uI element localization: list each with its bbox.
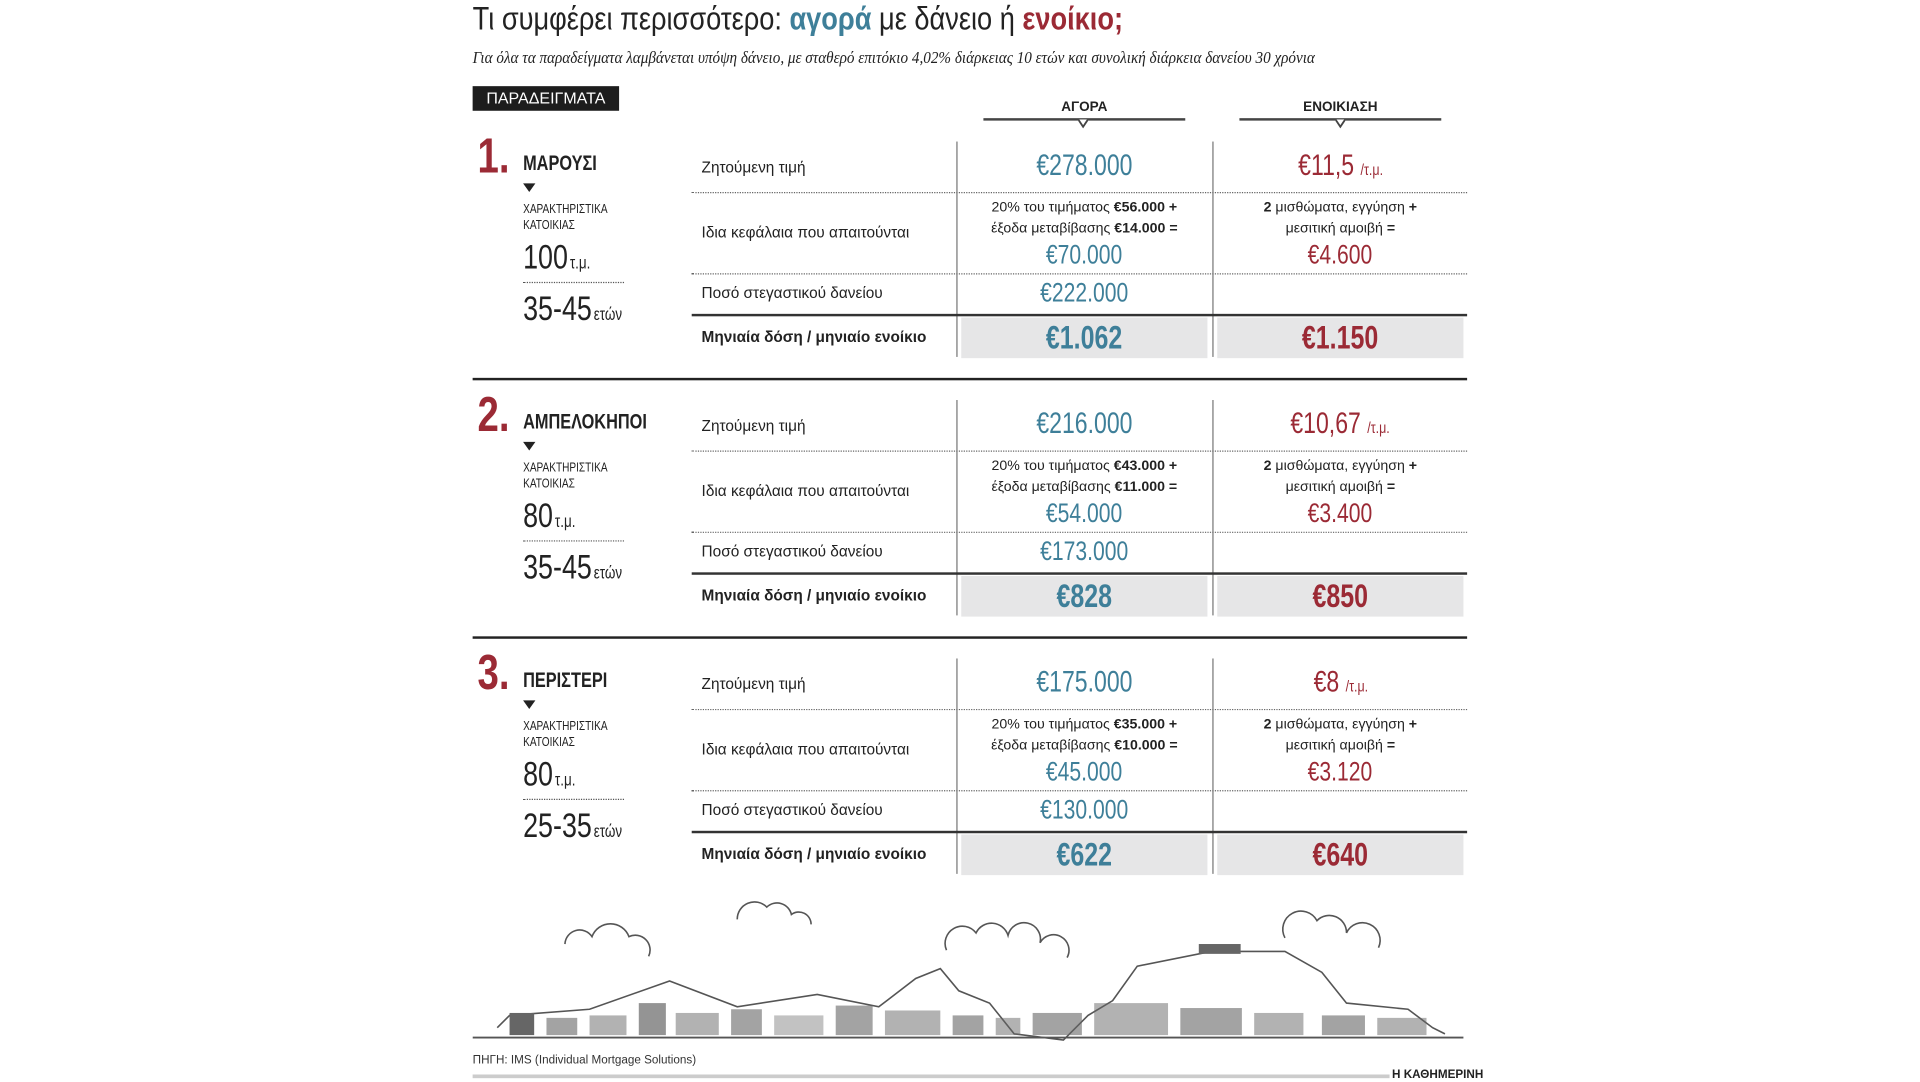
row-divider	[691, 273, 1468, 275]
section-separator	[472, 377, 1468, 381]
rent-equity-breakdown: 2 μισθώματα, εγγύηση + μεσιτική αμοιβή =	[1263, 717, 1418, 754]
buildings	[509, 944, 1427, 1036]
row-label-monthly: Μηνιαία δόση / μηνιαίο ενοίκιο	[701, 328, 927, 346]
rent-equity-breakdown: 2 μισθώματα, εγγύηση + μεσιτική αμοιβή =	[1263, 200, 1418, 237]
column-divider	[1212, 400, 1214, 616]
buy-equity-breakdown: 20% του τιμήματος €56.000 + έξοδα μεταβί…	[991, 200, 1178, 237]
example-section: 3. ΠΕΡΙΣΤΕΡΙ ΧΑΡΑΚΤΗΡΙΣΤΙΚΑ ΚΑΤΟΙΚΙΑΣ 80 τ…	[0, 646, 1920, 904]
row-divider-solid	[691, 830, 1468, 834]
area-name: ΜΑΡΟΥΣΙ	[523, 151, 597, 175]
row-label-price: Ζητούμενη τιμή	[701, 675, 806, 693]
rent-monthly-payment: €850	[1217, 576, 1464, 617]
examples-badge: ΠΑΡΑΔΕΙΓΜΑΤΑ	[472, 86, 620, 111]
buy-monthly-payment: €1.062	[961, 317, 1208, 359]
column-line-buy	[983, 118, 1186, 121]
divider	[523, 798, 625, 801]
notch-icon	[1078, 119, 1089, 129]
loan-amount: €173.000	[1040, 535, 1129, 567]
building-age: 35-45 ετών	[523, 289, 623, 328]
section-separator	[472, 636, 1468, 639]
example-number: 2.	[477, 387, 510, 442]
area-name: ΠΕΡΙΣΤΕΡΙ	[523, 668, 608, 692]
rent-equity-breakdown: 2 μισθώματα, εγγύηση + μεσιτική αμοιβή =	[1263, 459, 1418, 495]
rent-price: €11,5 /τ.μ.	[1297, 148, 1383, 183]
characteristics-label: ΧΑΡΑΚΤΗΡΙΣΤΙΚΑ ΚΑΤΟΙΚΙΑΣ	[523, 201, 608, 233]
area-name: ΑΜΠΕΛΟΚΗΠΟΙ	[523, 409, 647, 434]
row-label-price: Ζητούμενη τιμή	[701, 417, 806, 435]
column-divider	[1212, 141, 1214, 357]
example-number: 1.	[477, 129, 510, 184]
buy-price: €278.000	[1036, 148, 1133, 183]
row-label-loan: Ποσό στεγαστικού δανείου	[701, 284, 883, 302]
buy-equity-total: €54.000	[1046, 497, 1123, 529]
triangle-down-icon	[523, 700, 536, 709]
row-label-equity: Ιδια κεφάλαια που απαιτούνται	[701, 224, 910, 242]
loan-amount: €222.000	[1040, 276, 1129, 308]
row-label-loan: Ποσό στεγαστικού δανείου	[701, 801, 883, 819]
column-header-rent: ΕΝΟΙΚΙΑΣΗ	[1303, 99, 1378, 115]
column-line-rent	[1239, 118, 1442, 121]
example-number: 3.	[477, 646, 510, 701]
building-age: 25-35 ετών	[523, 806, 623, 845]
size-sqm: 100 τ.μ.	[523, 237, 591, 276]
size-sqm: 80 τ.μ.	[523, 496, 576, 535]
building-age: 35-45 ετών	[523, 547, 623, 586]
row-divider	[691, 708, 1468, 711]
row-divider	[691, 531, 1468, 533]
buy-price: €175.000	[1036, 665, 1133, 700]
row-divider	[691, 790, 1468, 792]
column-divider	[956, 400, 958, 616]
subtitle: Για όλα τα παραδείγματα λαμβάνεται υπόψη…	[472, 49, 1315, 68]
size-sqm: 80 τ.μ.	[523, 754, 576, 793]
column-divider	[956, 658, 958, 874]
buy-monthly-payment: €622	[961, 834, 1208, 876]
example-section: 2. ΑΜΠΕΛΟΚΗΠΟΙ ΧΑΡΑΚΤΗΡΙΣΤΙΚΑ ΚΑΤΟΙΚΙΑΣ 8…	[0, 388, 1920, 646]
triangle-down-icon	[523, 441, 536, 451]
title-buy: αγορά	[789, 0, 872, 37]
buy-equity-total: €45.000	[1046, 755, 1123, 787]
column-header-buy: ΑΓΟΡΑ	[1061, 99, 1108, 115]
row-divider-solid	[691, 313, 1468, 317]
row-label-equity: Ιδια κεφάλαια που απαιτούνται	[701, 482, 910, 500]
row-label-monthly: Μηνιαία δόση / μηνιαίο ενοίκιο	[701, 587, 927, 605]
characteristics-label: ΧΑΡΑΚΤΗΡΙΣΤΙΚΑ ΚΑΤΟΙΚΙΑΣ	[523, 460, 608, 492]
column-divider	[956, 141, 958, 357]
athens-skyline-illustration	[472, 901, 1464, 1041]
row-divider-solid	[691, 572, 1468, 575]
source-note: ΠΗΓΗ: IMS (Individual Mortgage Solutions…	[472, 1053, 697, 1068]
title-middle: με δάνειο ή	[871, 0, 1023, 37]
divider	[523, 540, 625, 542]
row-label-loan: Ποσό στεγαστικού δανείου	[701, 542, 883, 561]
row-label-monthly: Μηνιαία δόση / μηνιαίο ενοίκιο	[701, 845, 927, 863]
rent-price: €8 /τ.μ.	[1313, 665, 1368, 700]
column-divider	[1212, 658, 1214, 874]
rent-equity-total: €4.600	[1308, 238, 1373, 270]
row-divider	[691, 450, 1468, 452]
buy-equity-breakdown: 20% του τιμήματος €35.000 + έξοδα μεταβί…	[991, 717, 1178, 754]
publisher-logo: Η ΚΑΘΗΜΕΡΙΝΗ	[1392, 1068, 1484, 1082]
row-label-equity: Ιδια κεφάλαια που απαιτούνται	[701, 740, 910, 759]
row-label-price: Ζητούμενη τιμή	[701, 158, 806, 177]
buy-equity-breakdown: 20% του τιμήματος €43.000 + έξοδα μεταβί…	[991, 459, 1178, 495]
page-title: Τι συμφέρει περισσότερο: αγορά με δάνειο…	[473, 0, 1238, 38]
rent-equity-total: €3.400	[1308, 497, 1373, 529]
footer-bar	[472, 1074, 1390, 1079]
example-section: 1. ΜΑΡΟΥΣΙ ΧΑΡΑΚΤΗΡΙΣΤΙΚΑ ΚΑΤΟΙΚΙΑΣ 100 τ.…	[0, 129, 1920, 387]
characteristics-label: ΧΑΡΑΚΤΗΡΙΣΤΙΚΑ ΚΑΤΟΙΚΙΑΣ	[523, 718, 608, 750]
rent-equity-total: €3.120	[1308, 755, 1373, 787]
title-prefix: Τι συμφέρει περισσότερο:	[472, 0, 790, 37]
loan-amount: €130.000	[1040, 793, 1129, 825]
row-divider	[691, 192, 1468, 194]
buy-price: €216.000	[1036, 407, 1133, 441]
title-rent: ενοίκιο;	[1022, 0, 1124, 37]
triangle-down-icon	[523, 183, 536, 193]
rent-monthly-payment: €640	[1217, 834, 1464, 876]
buy-equity-total: €70.000	[1046, 238, 1123, 270]
rent-monthly-payment: €1.150	[1217, 317, 1464, 359]
notch-icon	[1335, 119, 1346, 129]
buy-monthly-payment: €828	[961, 576, 1208, 617]
divider	[523, 281, 625, 284]
rent-price: €10,67 /τ.μ.	[1290, 407, 1391, 441]
